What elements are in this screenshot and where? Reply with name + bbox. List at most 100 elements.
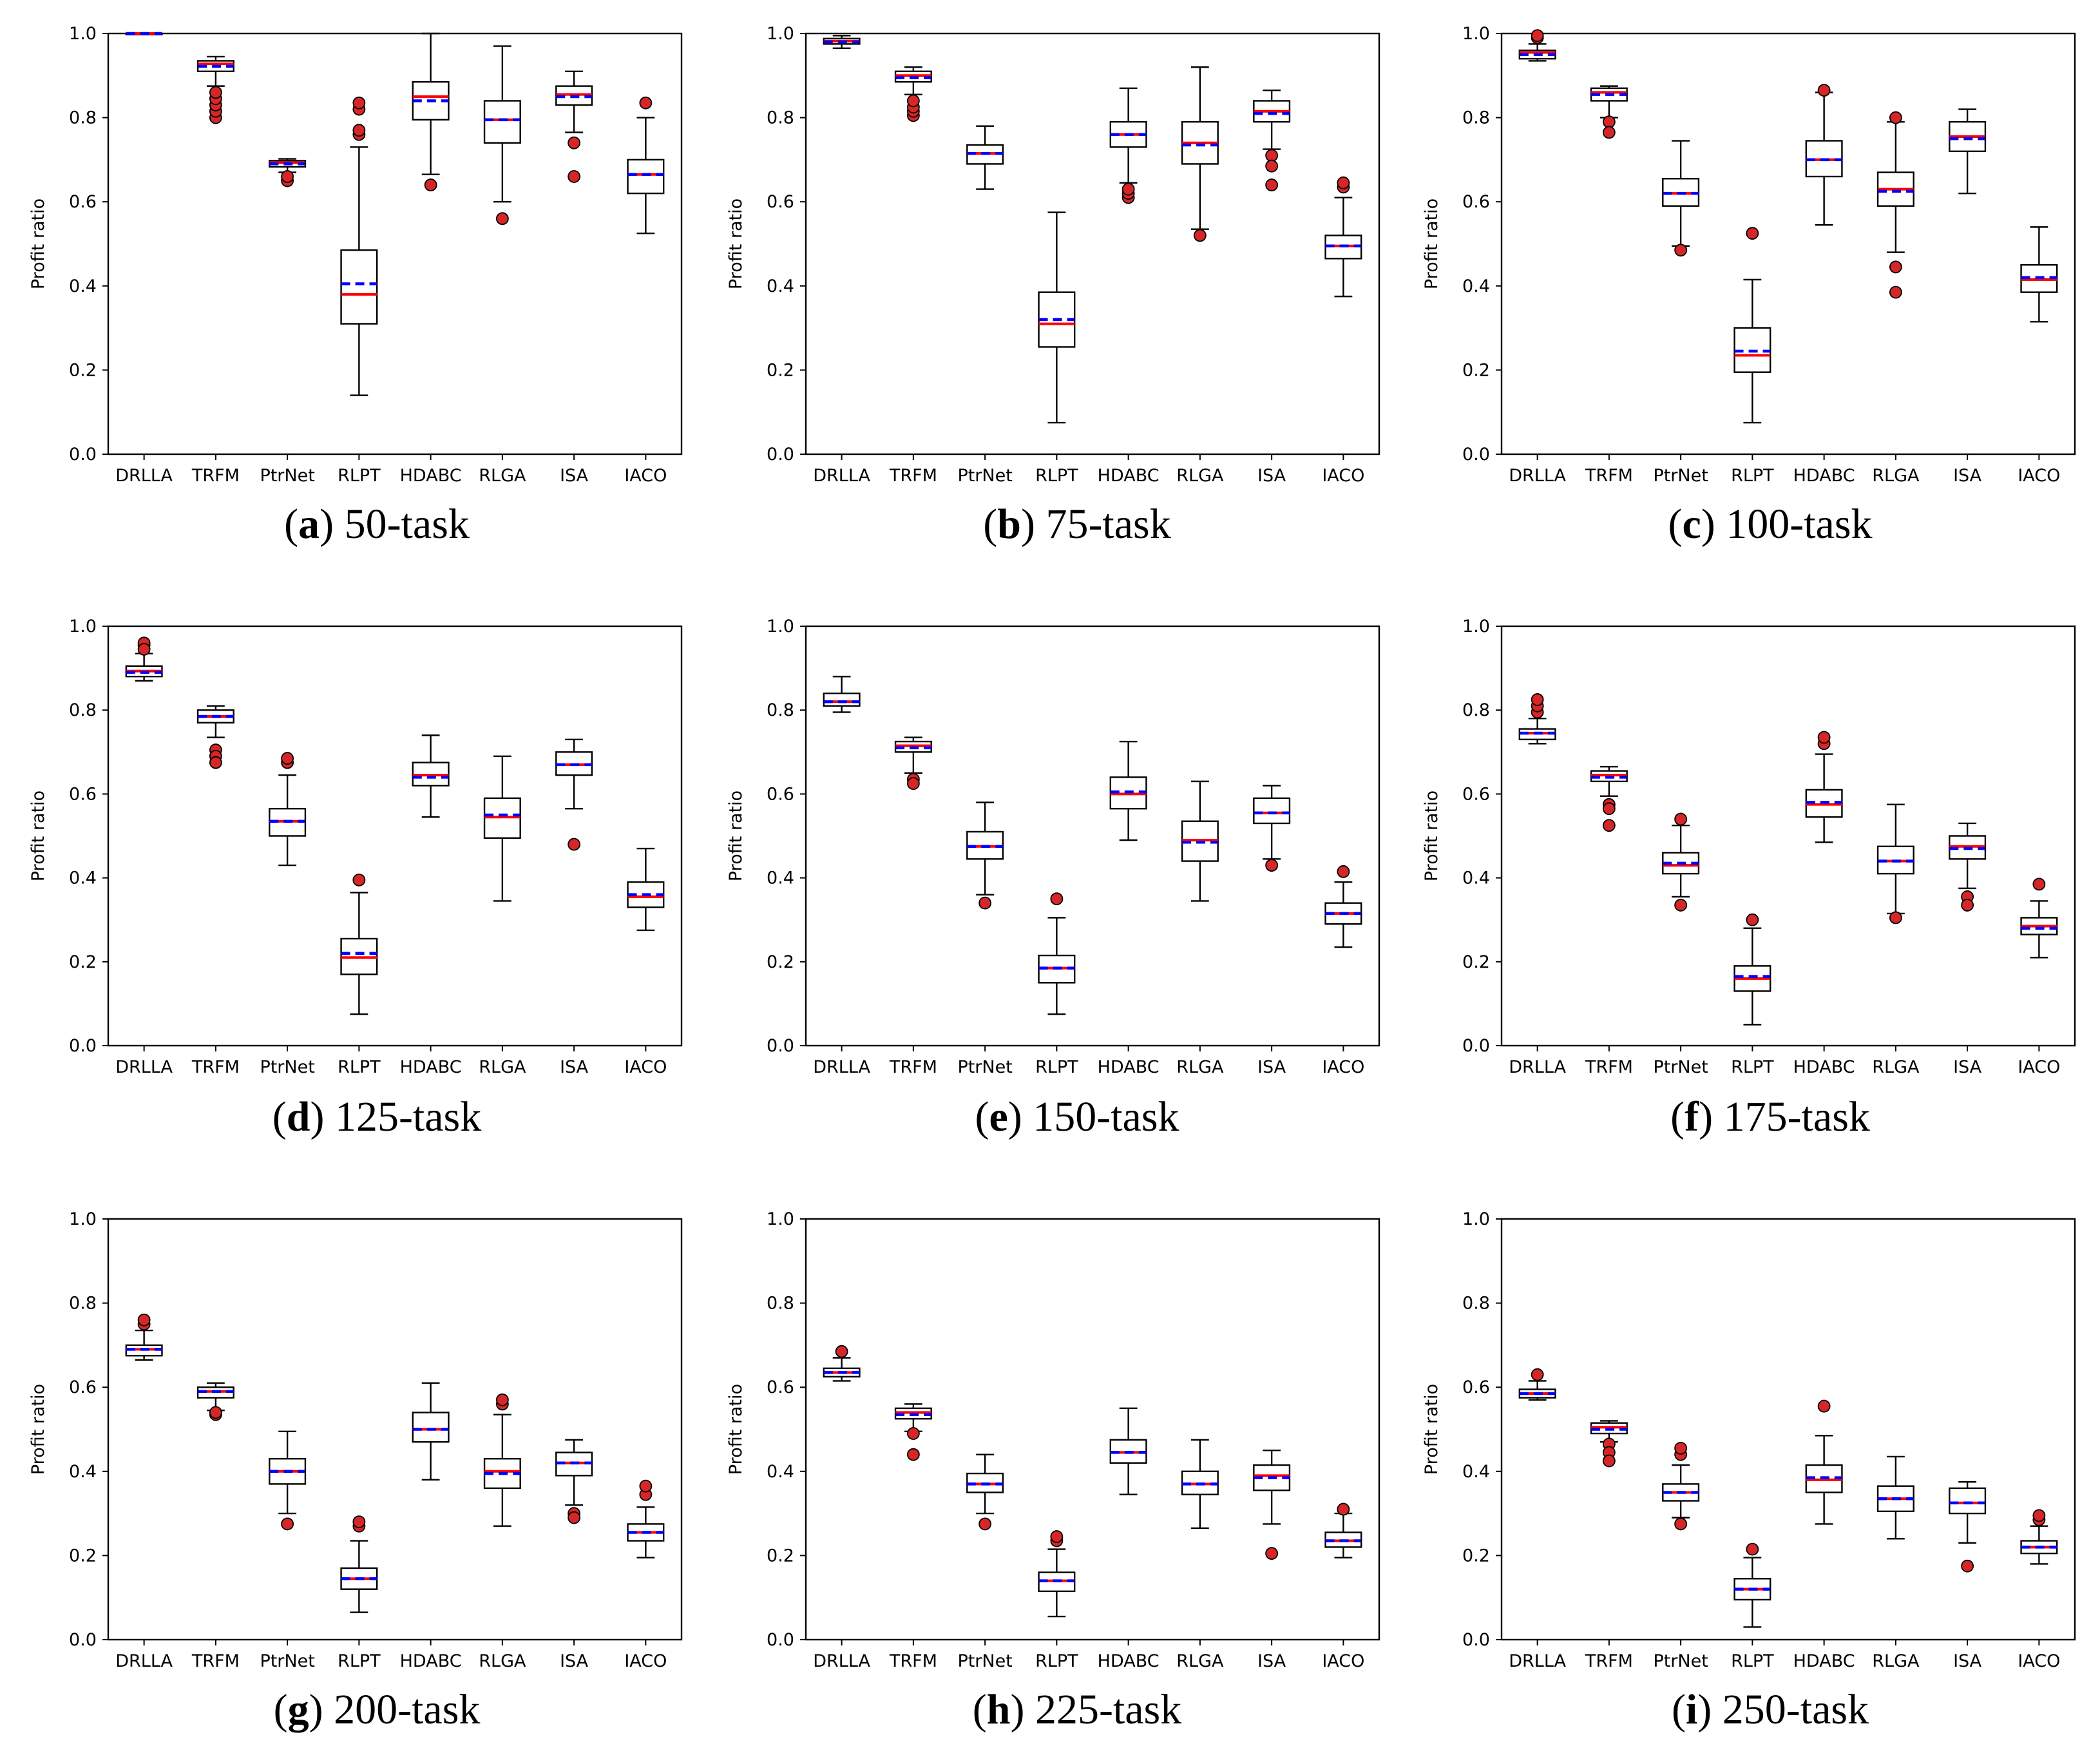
x-tick-label: ISA — [1257, 466, 1286, 486]
outlier-point — [1889, 285, 1902, 299]
y-tick-label: 0.4 — [767, 1462, 794, 1482]
outlier-point — [1746, 227, 1759, 240]
box-rlpt — [340, 96, 378, 396]
caption-paren-open: ( — [983, 501, 997, 548]
box-rlpt — [1733, 227, 1771, 424]
y-tick-label: 1.0 — [69, 617, 97, 637]
caption-title: 150-task — [1033, 1093, 1179, 1140]
caption-paren-close: ) — [310, 1093, 334, 1140]
outlier-point — [1193, 229, 1207, 242]
y-tick-label: 0.2 — [69, 1546, 97, 1566]
caption-letter: i — [1686, 1686, 1697, 1733]
box-rlga — [483, 755, 521, 902]
outlier-point — [906, 1448, 920, 1461]
x-tick-label: IACO — [1322, 466, 1364, 486]
caption-title: 175-task — [1724, 1093, 1870, 1140]
x-tick-label: PtrNet — [1653, 1057, 1708, 1077]
panel-caption: (c) 100-task — [1668, 501, 1872, 548]
outlier-point — [1337, 176, 1350, 189]
y-tick-label: 0.8 — [1462, 1294, 1490, 1314]
box-isa — [555, 70, 593, 183]
box-isa — [1253, 1449, 1291, 1560]
outlier-point — [1265, 178, 1279, 191]
outlier-point — [1817, 731, 1831, 744]
x-tick-label: IACO — [2018, 1057, 2060, 1077]
caption-title: 75-task — [1045, 501, 1170, 548]
x-tick-label: HDABC — [1793, 466, 1855, 486]
outlier-point — [209, 86, 222, 99]
x-tick-label: TRFM — [191, 466, 240, 486]
x-tick-label: RLPT — [338, 466, 381, 486]
box-rlpt — [1038, 892, 1076, 1015]
outlier-point — [1746, 1542, 1759, 1556]
y-tick-label: 0.6 — [69, 192, 97, 212]
outlier-point — [1050, 1530, 1064, 1543]
caption-title: 225-task — [1035, 1686, 1181, 1733]
axes-frame — [107, 625, 683, 1047]
x-tick-label: IACO — [624, 1651, 667, 1671]
outlier-point — [352, 124, 366, 137]
panel-caption: (h) 225-task — [973, 1686, 1181, 1733]
x-tick-label: TRFM — [191, 1651, 240, 1671]
box-rlga — [1876, 1455, 1914, 1540]
y-axis-label: Profit ratio — [726, 791, 746, 881]
chart-panel-e: 0.0 0.2 0.4 0.6 0.8 1.0 Profit ratio DRLLA TRFM P… — [726, 617, 1380, 1140]
caption-paren-close: ) — [1697, 1686, 1722, 1733]
caption-paren-open: ( — [1668, 501, 1682, 548]
caption-title: 200-task — [334, 1686, 480, 1733]
y-tick-label: 1.0 — [767, 617, 794, 637]
axes-frame — [805, 625, 1380, 1047]
outlier-point — [1531, 1368, 1544, 1381]
x-tick-label: ISA — [1953, 1057, 1982, 1077]
x-tick-label: PtrNet — [1653, 1651, 1708, 1671]
panel-caption: (e) 150-task — [975, 1093, 1179, 1140]
y-tick-label: 0.8 — [767, 108, 794, 128]
caption-letter: c — [1682, 501, 1701, 548]
y-axis-label: Profit ratio — [726, 1384, 746, 1475]
x-tick-label: RLGA — [1176, 1057, 1224, 1077]
x-tick-label: PtrNet — [1653, 466, 1708, 486]
outlier-point — [1961, 1559, 1974, 1573]
x-tick-label: PtrNet — [957, 1057, 1012, 1077]
caption-paren-close: ) — [1701, 501, 1726, 548]
y-tick-label: 0.8 — [69, 1294, 97, 1314]
outlier-point — [568, 1511, 581, 1524]
outlier-point — [2032, 1509, 2046, 1522]
x-tick-label: ISA — [560, 1651, 589, 1671]
y-tick-label: 0.2 — [1462, 952, 1490, 972]
x-tick-label: ISA — [560, 1057, 589, 1077]
outlier-point — [1746, 913, 1759, 926]
panel-caption: (b) 75-task — [983, 501, 1170, 548]
box-rlga — [1181, 780, 1219, 902]
x-tick-label: IACO — [1322, 1651, 1364, 1671]
chart-panel-g: 0.0 0.2 0.4 0.6 0.8 1.0 Profit ratio DRLLA TRFM P… — [28, 1209, 683, 1733]
panel-caption: (i) 250-task — [1672, 1686, 1869, 1733]
outlier-point — [835, 1345, 848, 1358]
x-tick-label: DRLLA — [813, 1057, 870, 1077]
box-ptrnet — [966, 125, 1004, 190]
y-tick-label: 0.0 — [1462, 445, 1490, 465]
box-drlla — [823, 675, 861, 713]
x-tick-label: PtrNet — [957, 1651, 1012, 1671]
axes-frame — [1500, 625, 2076, 1047]
box-drlla — [1518, 29, 1556, 62]
box-drlla — [125, 32, 163, 35]
x-tick-label: RLPT — [338, 1057, 381, 1077]
caption-paren-open: ( — [272, 1093, 287, 1140]
axes-frame — [805, 32, 1380, 455]
x-tick-label: HDABC — [1793, 1057, 1855, 1077]
x-tick-label: HDABC — [1098, 466, 1160, 486]
panel-caption: (g) 200-task — [274, 1686, 481, 1733]
box-hdabc — [1805, 731, 1843, 843]
outlier-point — [1531, 29, 1544, 43]
outlier-point — [1674, 812, 1688, 826]
y-tick-label: 0.0 — [767, 1036, 794, 1056]
x-tick-label: RLGA — [479, 466, 526, 486]
chart-panel-b: 0.0 0.2 0.4 0.6 0.8 1.0 Profit ratio DRLLA TRFM P… — [726, 24, 1380, 548]
outlier-point — [639, 1479, 653, 1493]
caption-letter: a — [298, 501, 320, 548]
x-tick-label: ISA — [1257, 1651, 1286, 1671]
x-tick-label: HDABC — [1098, 1057, 1160, 1077]
caption-letter: b — [997, 501, 1021, 548]
x-tick-label: RLPT — [1035, 1651, 1078, 1671]
